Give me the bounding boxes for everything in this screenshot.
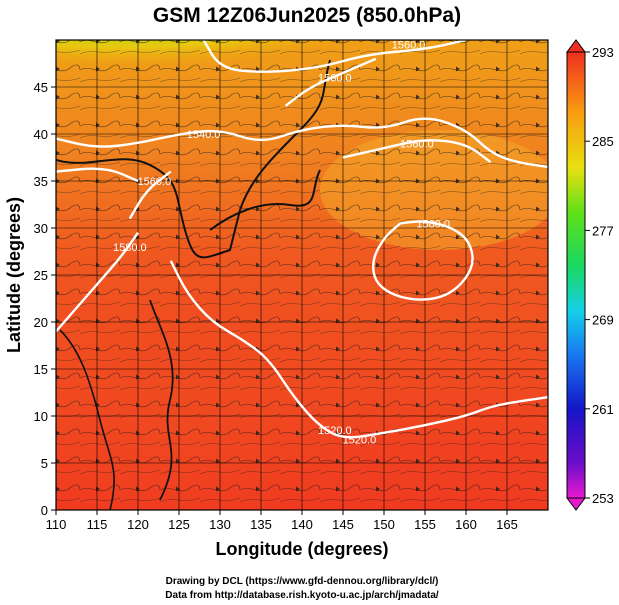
credit-drawing: Drawing by DCL (https://www.gfd-dennou.o…: [166, 576, 439, 587]
x-tick-label: 115: [87, 517, 108, 532]
y-tick-label: 15: [34, 362, 48, 377]
y-tick-label: 45: [34, 80, 48, 95]
contour-line: [56, 232, 139, 333]
y-tick-label: 25: [34, 268, 48, 283]
x-tick-label: 145: [332, 517, 354, 532]
contour-label: 1580.0: [113, 242, 147, 254]
contour-label: 1540.0: [187, 129, 221, 141]
x-tick-label: 150: [373, 517, 395, 532]
contour-line: [284, 57, 377, 107]
x-axis-ticks: 110 115 120 125 130 135 140 145 150 155 160 165: [46, 510, 518, 532]
contour-label: 1520.0: [318, 425, 352, 437]
contours: 1560.0 1540.0 1560.0 1560.0 1560.0 1580.0 1580…: [56, 40, 548, 447]
colorbar-tick-label: 293: [592, 45, 614, 60]
contour-label: 1560.0: [318, 73, 352, 85]
y-axis-label: Latitude (degrees): [4, 197, 24, 353]
credit-data: Data from http://database.rish.kyoto-u.a…: [165, 590, 439, 601]
contour-line: [56, 117, 548, 169]
y-tick-label: 35: [34, 174, 48, 189]
colorbar-tick-label: 269: [592, 313, 614, 328]
chart-title: GSM 12Z06Jun2025 (850.0hPa): [153, 4, 461, 27]
colorbar-tick-label: 253: [592, 491, 614, 506]
contour-label: 1560.0: [400, 138, 434, 150]
x-tick-label: 160: [455, 517, 477, 532]
contour-label: 1520.0: [343, 435, 377, 447]
contour-label: 1560.0: [392, 40, 426, 52]
colorbar-top-arrow: [566, 39, 586, 53]
x-tick-label: 140: [291, 517, 313, 532]
x-tick-label: 110: [46, 517, 67, 532]
contour-label: 1560.0: [138, 176, 172, 188]
x-axis-label: Longitude (degrees): [215, 539, 388, 559]
contour-line: [202, 40, 467, 73]
contour-line: [342, 139, 492, 164]
colorbar-tick-label: 261: [592, 402, 614, 417]
colorbar-bottom-arrow: [566, 497, 586, 511]
colorbar-scale: [566, 51, 586, 499]
y-tick-label: 40: [34, 127, 48, 142]
y-tick-label: 20: [34, 315, 48, 330]
colorbar-tick-label: 285: [592, 134, 614, 149]
y-tick-label: 30: [34, 221, 48, 236]
x-tick-label: 135: [250, 517, 272, 532]
x-tick-label: 155: [414, 517, 436, 532]
x-tick-label: 130: [209, 517, 231, 532]
x-tick-label: 125: [168, 517, 190, 532]
plot-area: 1560.0 1540.0 1560.0 1560.0 1560.0 1580.0 1580…: [56, 40, 548, 510]
contour-line: [372, 220, 474, 301]
contour-label: 1580.0: [416, 218, 450, 230]
contour-line: [128, 170, 172, 220]
contour-line: [169, 260, 548, 439]
x-tick-label: 165: [496, 517, 518, 532]
colorbar: 293 285 277 269 261 253: [566, 39, 614, 511]
y-axis-ticks: 0 5 10 15 20 25 30 35 40 45: [34, 80, 56, 518]
colorbar-tick-label: 277: [592, 223, 614, 238]
contour-line: [56, 167, 139, 183]
y-tick-label: 0: [41, 503, 48, 518]
y-tick-label: 5: [41, 456, 48, 471]
colorbar-ticks: 293 285 277 269 261 253: [585, 45, 614, 506]
y-tick-label: 10: [34, 409, 48, 424]
x-tick-label: 120: [127, 517, 149, 532]
